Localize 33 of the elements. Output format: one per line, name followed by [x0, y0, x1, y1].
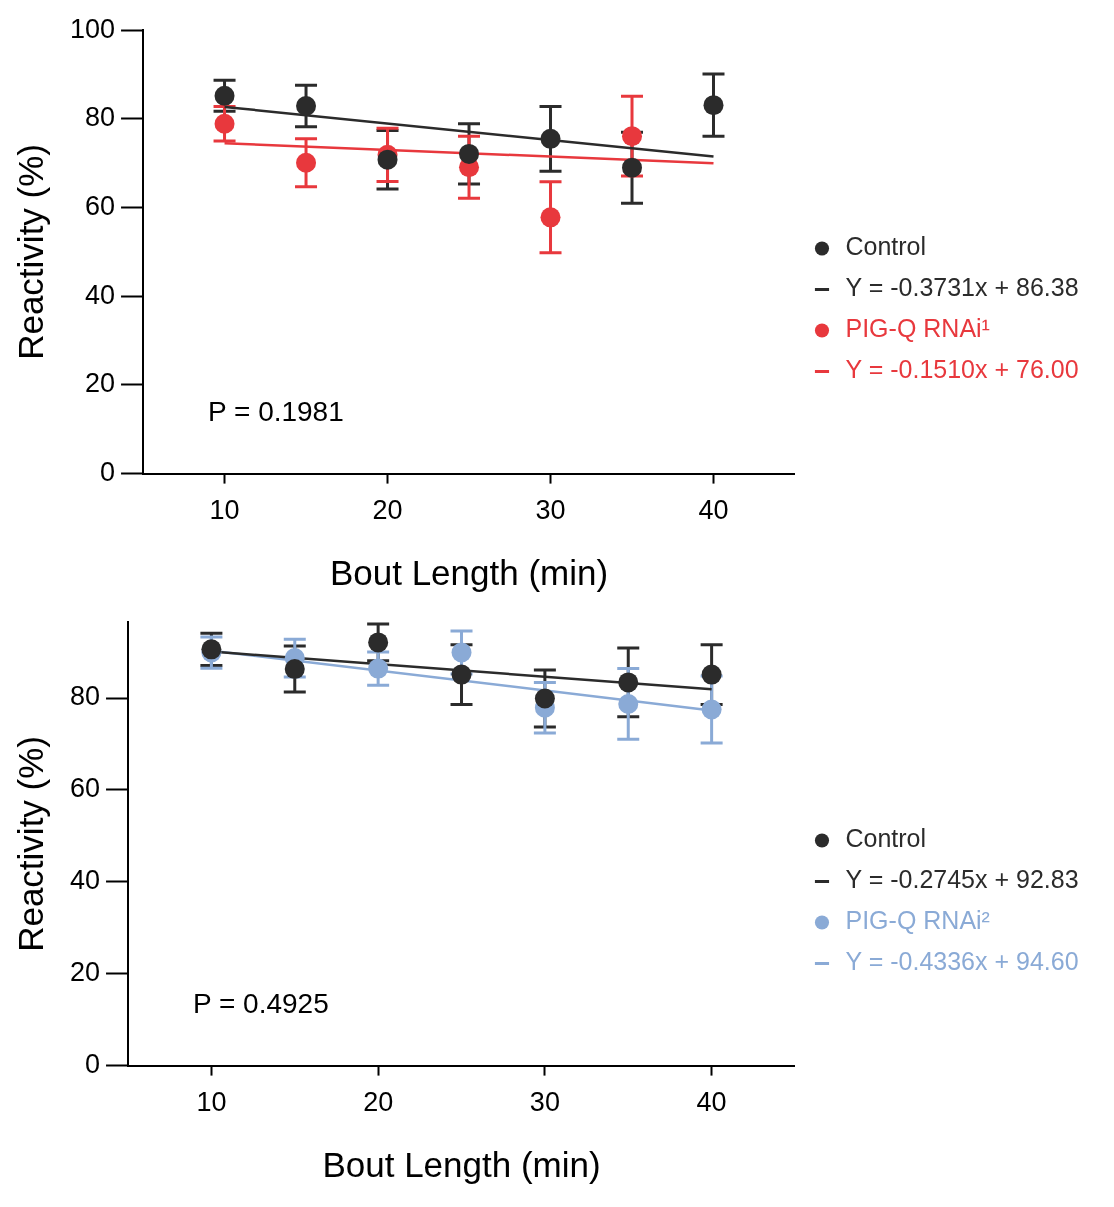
annotation: P = 0.4925 [193, 988, 329, 1020]
x-tick-label: 30 [535, 495, 566, 526]
y-tick-label: 0 [100, 457, 116, 488]
x-tick-label: 40 [698, 495, 729, 526]
legend-label: Y = -0.2745x + 92.83 [845, 865, 1079, 894]
x-axis-title: Bout Length (min) [322, 1144, 601, 1184]
x-tick-label: 20 [363, 1087, 394, 1118]
y-tick-label: 20 [85, 368, 116, 399]
x-tick-label: 10 [209, 495, 240, 526]
legend-label: Y = -0.4336x + 94.60 [845, 947, 1079, 976]
y-tick-label: 40 [69, 865, 101, 896]
legend-label: Control [845, 232, 927, 261]
legend-label: Y = -0.3731x + 86.38 [845, 273, 1079, 302]
x-tick-label: 20 [372, 495, 403, 526]
y-tick-label: 40 [85, 279, 116, 310]
y-axis-title: Reactivity (%) [10, 143, 50, 360]
y-tick-label: 60 [69, 773, 101, 804]
y-tick-label: 20 [69, 957, 101, 988]
legend-label: PIG-Q RNAi¹ [845, 314, 990, 343]
legend-label: Control [845, 824, 927, 853]
legend-label: PIG-Q RNAi² [845, 906, 990, 935]
x-tick-label: 30 [529, 1087, 560, 1118]
y-tick-label: 100 [69, 13, 116, 44]
y-tick-label: 60 [85, 191, 116, 222]
x-tick-label: 10 [196, 1087, 227, 1118]
x-axis-title: Bout Length (min) [329, 552, 609, 592]
legend-label: Y = -0.1510x + 76.00 [845, 355, 1079, 384]
annotation: P = 0.1981 [208, 396, 344, 428]
y-tick-label: 80 [85, 102, 116, 133]
x-tick-label: 40 [696, 1087, 727, 1118]
y-tick-label: 0 [85, 1049, 101, 1080]
y-tick-label: 80 [69, 681, 101, 712]
y-axis-title: Reactivity (%) [10, 735, 50, 952]
